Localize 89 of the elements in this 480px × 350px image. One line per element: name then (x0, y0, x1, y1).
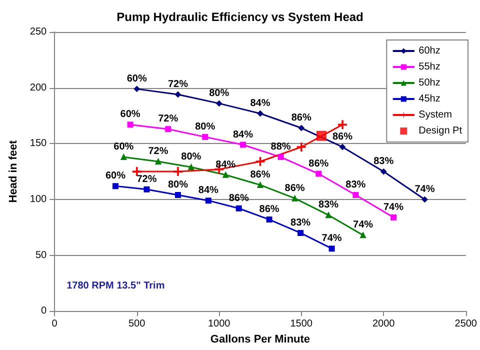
x-tick-label: 1000 (208, 318, 231, 330)
y-tick-label: 150 (30, 138, 48, 150)
annotation: 80% (209, 88, 230, 99)
annotation: 88% (270, 142, 291, 153)
legend-label: 55hz (418, 62, 440, 72)
y-tick-label: 0 (41, 306, 48, 317)
x-tick-label: 0 (52, 318, 58, 330)
annotation: 86% (250, 169, 270, 180)
annotation: 74% (353, 220, 374, 231)
y-axis-title: Head in feet (8, 140, 20, 203)
point (360, 232, 366, 238)
annotation: 86% (228, 192, 249, 204)
annotation: 84% (232, 129, 254, 140)
point (278, 154, 284, 160)
legend-label: Design Pt (418, 126, 462, 136)
legend-label: 60hz (418, 46, 440, 56)
point (144, 186, 150, 192)
annotation: 72% (136, 174, 157, 185)
point (202, 134, 208, 140)
point (222, 172, 229, 178)
annotation: 86% (284, 182, 305, 194)
point (326, 212, 332, 218)
annotation: 84% (250, 98, 270, 109)
point (266, 216, 272, 223)
point (338, 120, 347, 130)
point (216, 100, 222, 106)
annotation: 60% (114, 142, 134, 153)
annotation: 86% (332, 131, 353, 142)
annotation: 60% (126, 73, 147, 84)
point (174, 92, 181, 98)
point (296, 142, 306, 152)
annotation: 74% (322, 233, 342, 244)
x-tick-label: 1500 (290, 318, 313, 330)
y-tick-label: 200 (30, 82, 48, 94)
point (380, 168, 387, 175)
point (256, 157, 265, 166)
annotation: 80% (195, 121, 216, 132)
legend-label: 50hz (418, 78, 440, 88)
annotation: 60% (120, 109, 140, 120)
point (236, 205, 242, 212)
point (188, 164, 194, 170)
annotation: 84% (198, 185, 219, 196)
y-tick-label: 100 (30, 194, 48, 205)
point (298, 125, 304, 132)
annotation: 83% (318, 200, 339, 211)
point (316, 170, 322, 177)
point (165, 126, 172, 132)
point (205, 198, 212, 204)
point (352, 192, 359, 198)
point (339, 144, 346, 150)
annotation: 60% (105, 170, 126, 182)
point (316, 130, 326, 141)
point (112, 183, 118, 190)
point (292, 195, 298, 202)
legend-label: 45hz (418, 94, 440, 104)
annotation: 74% (414, 184, 435, 195)
annotation: 86% (308, 158, 329, 170)
y-tick-label: 50 (35, 250, 48, 261)
point (132, 167, 142, 176)
x-tick-label: 2000 (372, 318, 396, 330)
point (328, 246, 335, 252)
x-tick-label: 500 (128, 318, 146, 330)
point (134, 86, 140, 92)
point (390, 214, 396, 220)
annotation: 86% (291, 112, 312, 124)
annotation: 72% (168, 79, 188, 90)
annotation: 72% (148, 146, 168, 157)
point (127, 122, 134, 128)
point (257, 182, 264, 188)
legend-label: System (418, 110, 452, 120)
point (173, 167, 182, 176)
annotation: 83% (290, 217, 311, 228)
x-tick-label: 2500 (454, 318, 478, 330)
annotation: 83% (374, 156, 394, 168)
annotation: 83% (346, 179, 366, 190)
annotation: 86% (259, 204, 280, 216)
point (174, 192, 181, 198)
annotation: 72% (158, 114, 178, 125)
annotation: 80% (168, 179, 188, 190)
annotation: 80% (181, 152, 202, 163)
point (298, 230, 304, 236)
point (422, 196, 428, 202)
y-tick-label: 250 (30, 26, 48, 38)
point (257, 110, 264, 116)
chart-title: Pump Hydraulic Efficiency vs System Head (116, 10, 364, 24)
annotation: 1780 RPM 13.5" Trim (66, 280, 165, 292)
x-axis-title: Gallons Per Minute (210, 334, 310, 346)
point (240, 142, 246, 148)
annotation: 74% (383, 202, 404, 213)
